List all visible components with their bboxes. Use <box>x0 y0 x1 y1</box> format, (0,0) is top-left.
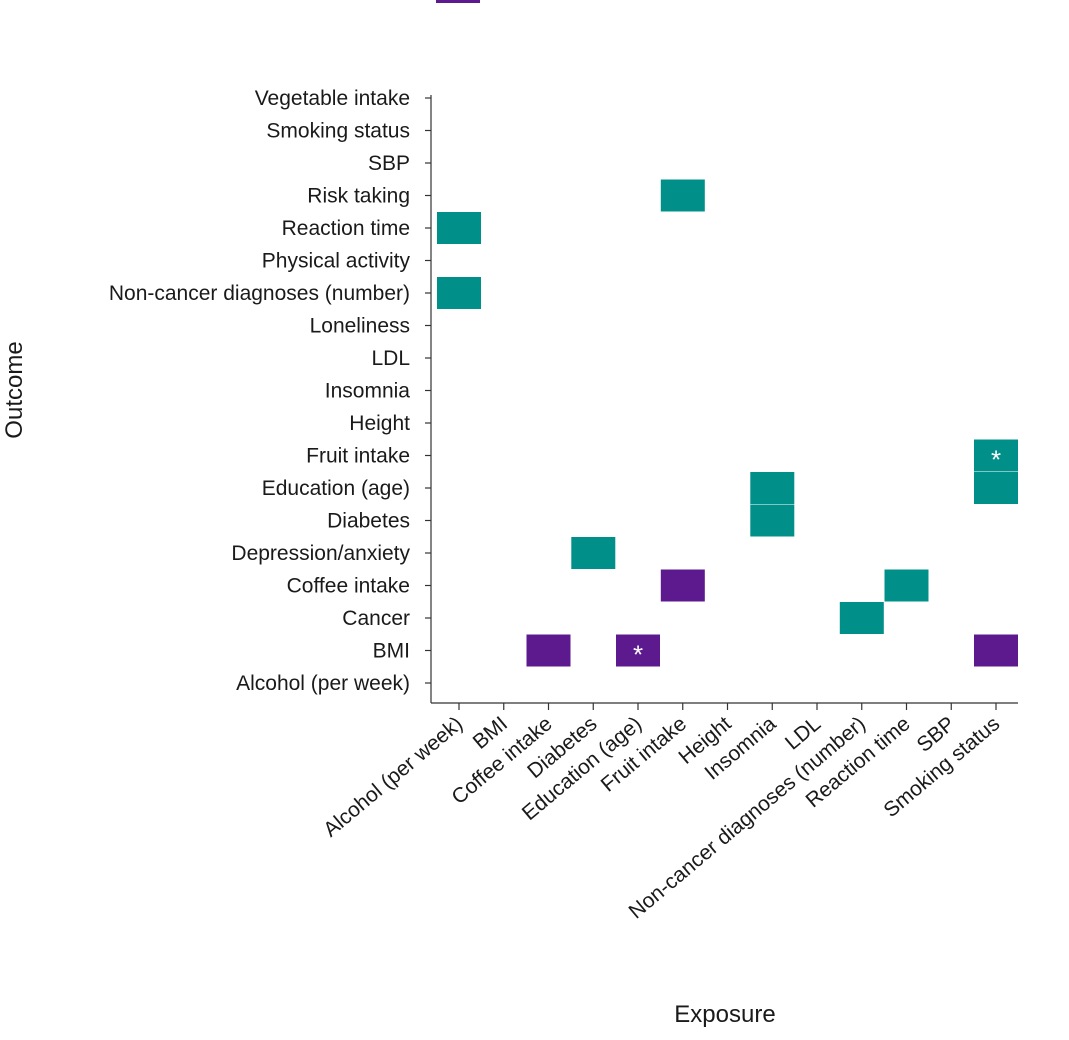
y-tick-label: Loneliness <box>310 315 410 338</box>
y-tick-label: Insomnia <box>325 380 411 403</box>
significance-marker: * <box>633 640 643 670</box>
heatmap-cell <box>660 179 705 212</box>
y-tick-label: BMI <box>373 640 410 663</box>
legend-swatch-cropped <box>436 0 480 3</box>
heatmap-cell <box>974 472 1018 504</box>
heatmap-cell <box>839 602 884 634</box>
y-tick-label: Height <box>349 412 410 435</box>
y-tick-label: Cancer <box>342 607 410 630</box>
y-tick-label: Non-cancer diagnoses (number) <box>109 282 410 305</box>
y-axis-title: Outcome <box>1 341 28 438</box>
heatmap-cell <box>526 634 571 667</box>
heatmap-cell <box>571 537 616 569</box>
x-tick-label: Alcohol (per week) <box>319 712 467 841</box>
heatmap-cell <box>884 569 929 602</box>
heatmap-cell <box>750 504 795 537</box>
y-tick-label: Fruit intake <box>306 445 410 468</box>
y-tick-label: Depression/anxiety <box>231 542 410 565</box>
cells-layer: ** <box>437 179 1018 670</box>
heatmap-cell <box>750 472 795 504</box>
y-tick-label: LDL <box>371 347 410 370</box>
heatmap-cell <box>974 634 1018 667</box>
y-tick-label: Physical activity <box>262 250 411 273</box>
heatmap-cell <box>437 277 481 309</box>
y-tick-label: Reaction time <box>282 217 410 240</box>
y-tick-label: Smoking status <box>266 120 410 143</box>
heatmap-cell <box>616 634 660 667</box>
y-tick-label: Risk taking <box>307 185 410 208</box>
heatmap-cell <box>660 569 705 602</box>
y-tick-label: Diabetes <box>327 510 410 533</box>
y-tick-label: Vegetable intake <box>255 87 410 110</box>
significance-marker: * <box>991 445 1001 475</box>
heatmap-cell <box>437 212 481 244</box>
y-tick-label: SBP <box>368 152 410 175</box>
heatmap-cell <box>974 439 1018 472</box>
y-tick-label: Alcohol (per week) <box>236 672 410 695</box>
y-tick-label: Coffee intake <box>287 575 410 598</box>
x-axis-title: Exposure <box>674 1001 775 1028</box>
y-tick-label: Education (age) <box>262 477 410 500</box>
axes-layer: Alcohol (per week) BMI Cancer Coffee intake… <box>109 87 1018 923</box>
